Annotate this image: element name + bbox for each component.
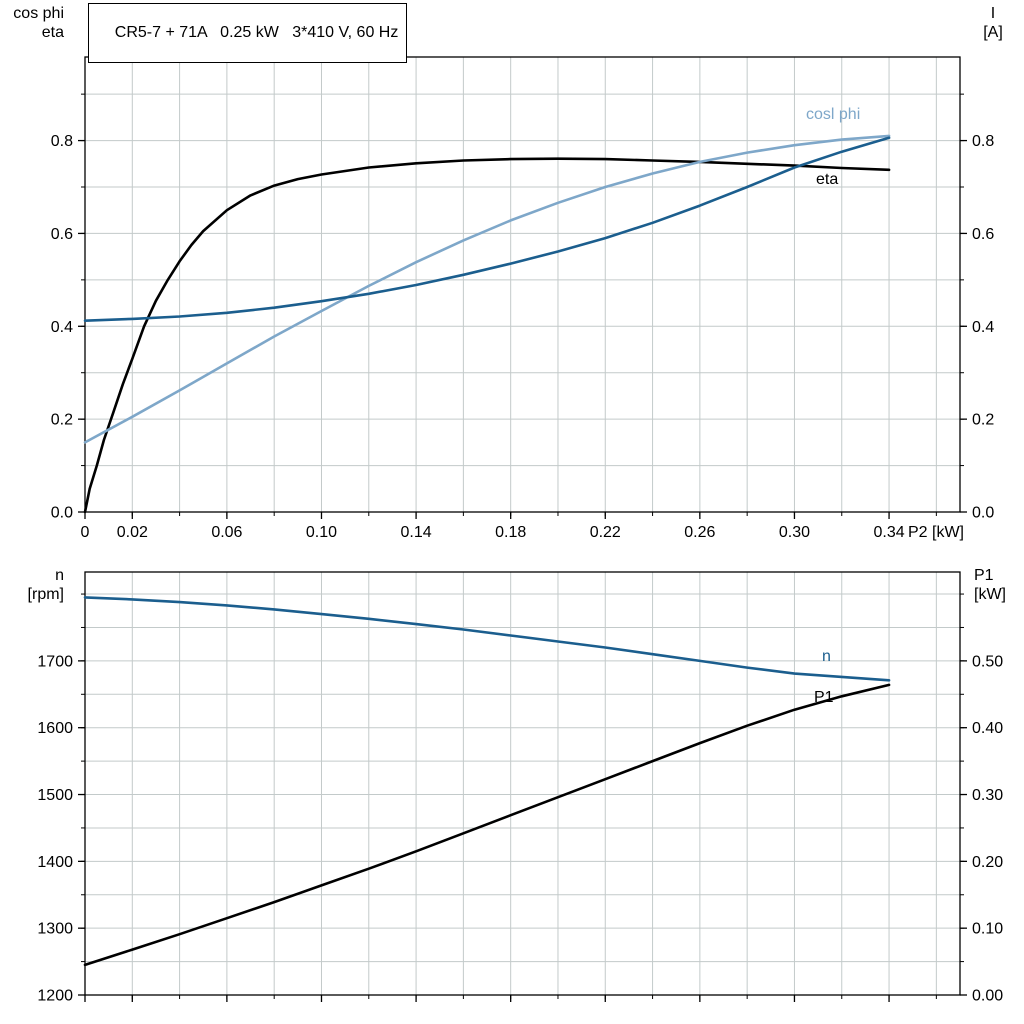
chart-title: CR5-7 + 71A 0.25 kW 3*410 V, 60 Hz <box>114 24 399 41</box>
svg-text:0.6: 0.6 <box>972 226 994 243</box>
top-left-axis-label: cos phi eta <box>6 4 64 42</box>
curve-label-cos-phi: cosl phi <box>806 106 861 123</box>
axis-label-p1: P1 <box>974 567 994 584</box>
svg-text:1400: 1400 <box>37 854 73 871</box>
svg-text:P2 [kW]: P2 [kW] <box>908 524 964 541</box>
svg-text:0.30: 0.30 <box>779 524 810 541</box>
svg-text:1300: 1300 <box>37 921 73 938</box>
svg-text:0.2: 0.2 <box>972 412 994 429</box>
svg-text:0.8: 0.8 <box>972 133 994 150</box>
axis-label-n: n <box>55 567 64 584</box>
bottom-right-axis-label: P1 [kW] <box>974 566 1014 604</box>
svg-text:0.0: 0.0 <box>972 505 994 522</box>
axis-label-kw-unit: [kW] <box>974 586 1006 603</box>
svg-text:0.2: 0.2 <box>51 412 73 429</box>
svg-text:0.34: 0.34 <box>873 524 904 541</box>
curve-label-p1: P1 <box>814 689 834 706</box>
svg-text:0.10: 0.10 <box>306 524 337 541</box>
bottom-left-axis-label: n [rpm] <box>6 566 64 604</box>
svg-text:1700: 1700 <box>37 653 73 670</box>
svg-text:1500: 1500 <box>37 787 73 804</box>
svg-text:1600: 1600 <box>37 720 73 737</box>
svg-text:0.18: 0.18 <box>495 524 526 541</box>
svg-text:0.10: 0.10 <box>972 921 1003 938</box>
axis-label-cos-phi: cos phi <box>13 5 64 22</box>
chart-title-box: CR5-7 + 71A 0.25 kW 3*410 V, 60 Hz <box>88 3 408 63</box>
svg-text:0.20: 0.20 <box>972 854 1003 871</box>
axis-label-ampere-unit: [A] <box>983 24 1003 41</box>
axis-label-rpm-unit: [rpm] <box>27 586 64 603</box>
svg-text:0.00: 0.00 <box>972 988 1003 1005</box>
svg-text:0.6: 0.6 <box>51 226 73 243</box>
axis-label-current: I <box>990 5 996 22</box>
svg-text:0.22: 0.22 <box>590 524 621 541</box>
svg-text:0.14: 0.14 <box>401 524 432 541</box>
svg-text:0.26: 0.26 <box>684 524 715 541</box>
svg-text:0.02: 0.02 <box>117 524 148 541</box>
curve-label-n: n <box>822 648 831 665</box>
svg-text:1200: 1200 <box>37 988 73 1005</box>
axis-label-eta: eta <box>41 24 64 41</box>
svg-text:0.50: 0.50 <box>972 653 1003 670</box>
svg-text:0.8: 0.8 <box>51 133 73 150</box>
curve-label-eta: eta <box>816 171 839 188</box>
svg-text:0.40: 0.40 <box>972 720 1003 737</box>
svg-text:0.0: 0.0 <box>51 505 73 522</box>
svg-text:0.4: 0.4 <box>972 319 994 336</box>
svg-text:0: 0 <box>81 524 90 541</box>
svg-text:0.06: 0.06 <box>211 524 242 541</box>
svg-text:0.30: 0.30 <box>972 787 1003 804</box>
top-right-axis-label: I [A] <box>976 4 1010 42</box>
svg-text:0.4: 0.4 <box>51 319 73 336</box>
